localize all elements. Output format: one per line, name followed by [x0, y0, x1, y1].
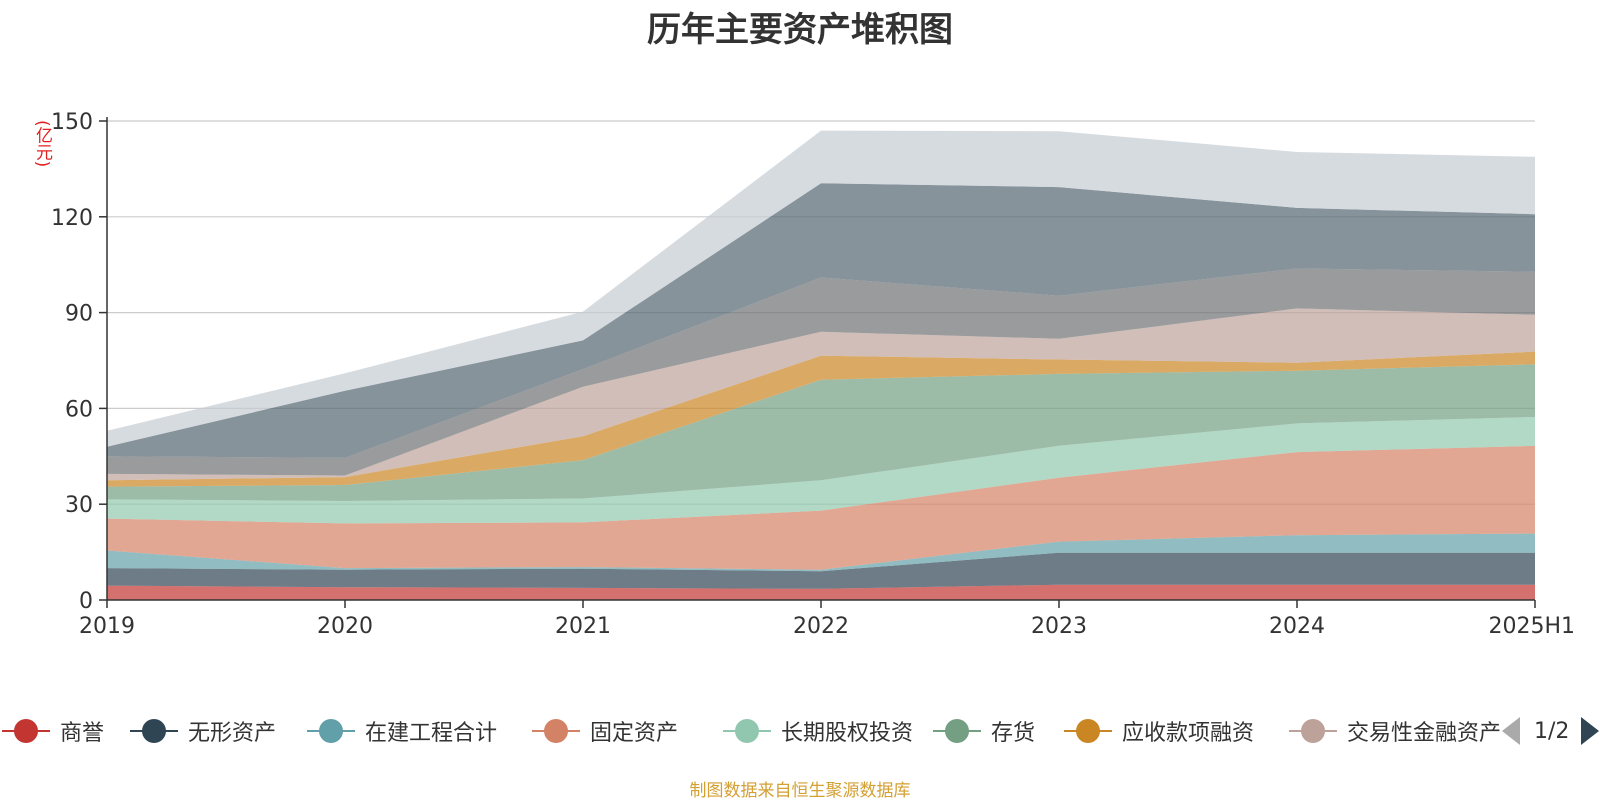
x-tick-label: 2023 [1031, 614, 1087, 639]
area-series-8 [107, 268, 1535, 476]
legend-label: 无形资产 [188, 721, 277, 746]
legend-item[interactable]: 存货 [933, 712, 1035, 750]
legend-marker-icon [933, 719, 981, 743]
legend-marker-icon [307, 719, 355, 743]
area-series-2 [107, 533, 1535, 572]
legend-marker-icon [1064, 719, 1112, 743]
area-series-1 [107, 552, 1535, 589]
area-series-4 [107, 417, 1535, 524]
x-tick-label: 2022 [793, 614, 849, 639]
legend-page-indicator: 1/2 [1534, 718, 1570, 744]
legend-marker-icon [1289, 719, 1337, 743]
legend-item[interactable]: 交易性金融资产 [1289, 712, 1501, 750]
area-series-7 [107, 308, 1535, 481]
legend-label: 在建工程合计 [365, 721, 498, 746]
y-tick-label: 90 [65, 302, 93, 327]
area-series-6 [107, 351, 1535, 487]
area-series-10 [107, 130, 1535, 447]
chart-title: 历年主要资产堆积图 [647, 10, 953, 50]
y-tick-label: 120 [51, 206, 93, 231]
x-tick-label: 2024 [1269, 614, 1325, 639]
y-tick-label: 0 [79, 589, 93, 614]
x-tick-label: 2020 [317, 614, 373, 639]
legend-item[interactable]: 应收款项融资 [1064, 712, 1254, 750]
legend-pager: 1/2 [1500, 712, 1600, 750]
legend-item[interactable]: 商誉 [2, 712, 104, 750]
y-axis-unit-label: (亿元) [32, 120, 52, 168]
area-series-9 [107, 183, 1535, 458]
legend-label: 商誉 [60, 721, 105, 746]
legend-marker-icon [130, 719, 178, 743]
legend-item[interactable]: 在建工程合计 [307, 712, 497, 750]
legend-label: 交易性金融资产 [1347, 721, 1502, 746]
legend-label: 固定资产 [590, 721, 679, 746]
legend-item[interactable]: 长期股权投资 [723, 712, 913, 750]
y-tick-label: 150 [51, 110, 93, 135]
area-series-3 [107, 445, 1535, 570]
legend-prev-page-icon[interactable] [1502, 717, 1520, 745]
legend-label: 长期股权投资 [781, 721, 914, 746]
y-tick-label: 60 [65, 397, 93, 422]
legend-item[interactable]: 固定资产 [532, 712, 678, 750]
legend-label: 存货 [991, 721, 1036, 746]
legend-marker-icon [723, 719, 771, 743]
area-series-5 [107, 364, 1535, 501]
legend-label: 应收款项融资 [1122, 721, 1255, 746]
data-source-note: 制图数据来自恒生聚源数据库 [689, 781, 911, 801]
area-series-0 [107, 584, 1535, 600]
x-tick-label: 2021 [555, 614, 611, 639]
y-tick-label: 30 [65, 493, 93, 518]
legend-item[interactable]: 无形资产 [130, 712, 276, 750]
legend: 商誉 无形资产 在建工程合计 固定资产 长期股权投资 存货 应收款项融资 交易性金融资产 [0, 712, 1520, 750]
legend-next-page-icon[interactable] [1581, 717, 1600, 745]
x-tick-label: 2019 [79, 614, 135, 639]
legend-marker-icon [2, 719, 50, 743]
legend-marker-icon [532, 719, 580, 743]
x-tick-label: 2025H1 [1488, 614, 1575, 639]
